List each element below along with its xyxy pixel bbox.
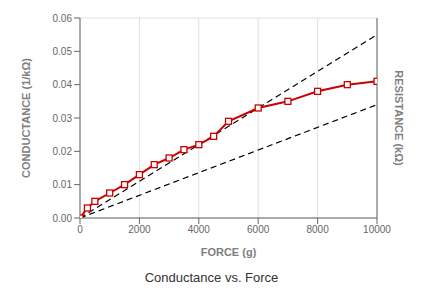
- svg-text:0.03: 0.03: [53, 113, 73, 124]
- svg-text:FORCE (g): FORCE (g): [201, 246, 257, 258]
- svg-text:8000: 8000: [306, 224, 329, 235]
- svg-text:10000: 10000: [363, 224, 391, 235]
- svg-text:0.06: 0.06: [53, 13, 73, 24]
- svg-text:6000: 6000: [247, 224, 270, 235]
- svg-text:0.02: 0.02: [53, 146, 73, 157]
- svg-text:0.00: 0.00: [53, 213, 73, 224]
- svg-text:0.01: 0.01: [53, 179, 73, 190]
- svg-text:2000: 2000: [128, 224, 151, 235]
- svg-text:0: 0: [77, 224, 83, 235]
- svg-text:0.05: 0.05: [53, 46, 73, 57]
- svg-text:4000: 4000: [188, 224, 211, 235]
- svg-text:CONDUCTANCE (1/kΩ): CONDUCTANCE (1/kΩ): [20, 58, 32, 178]
- html-text:Conductance vs. Force: Conductance vs. Force: [144, 270, 279, 285]
- svg-text:0.04: 0.04: [53, 79, 73, 90]
- svg-text:RESISTANCE (kΩ): RESISTANCE (kΩ): [393, 70, 405, 166]
